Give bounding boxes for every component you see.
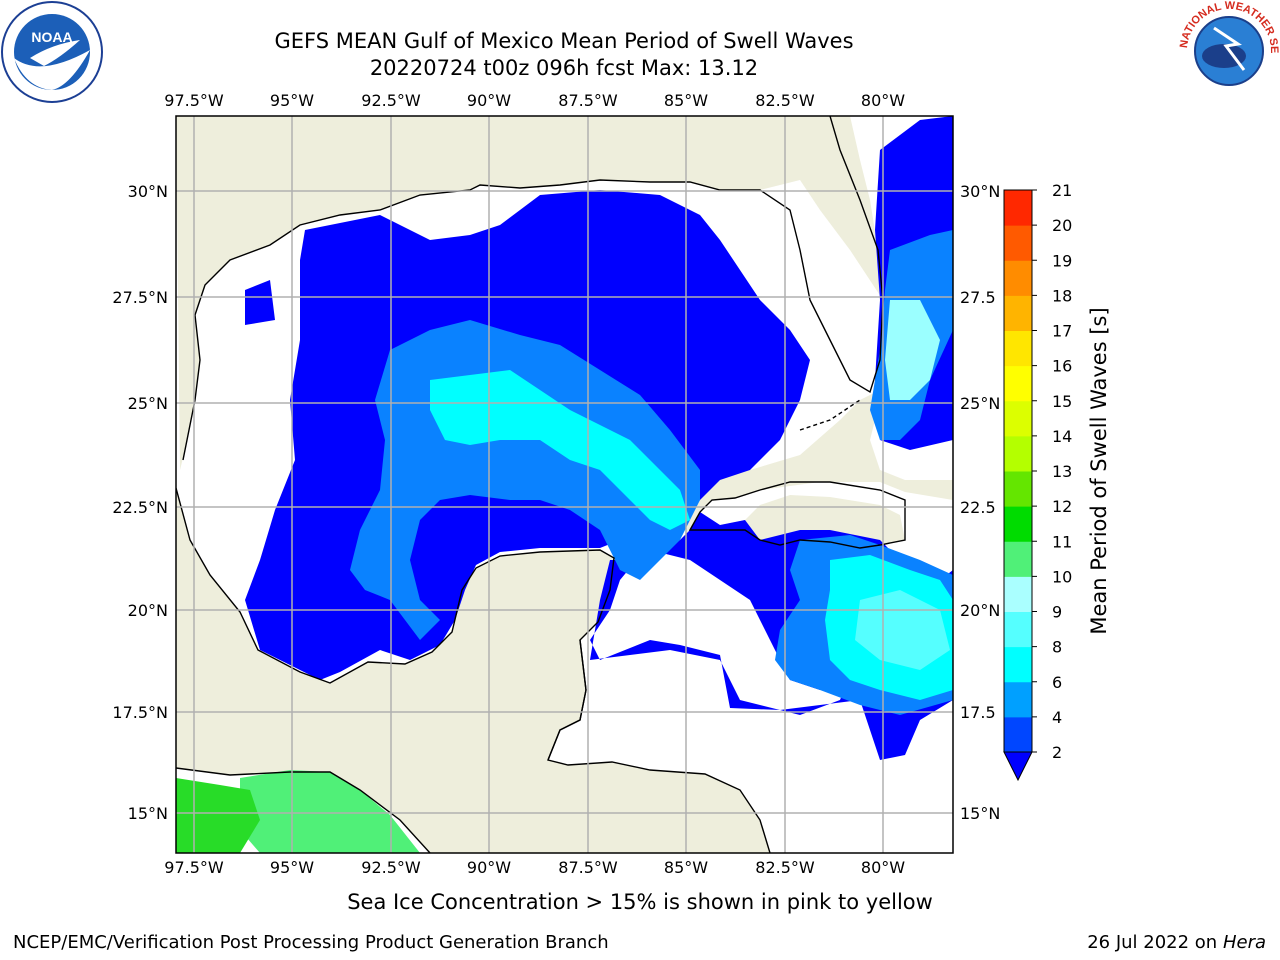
colorbar-tick-label: 9 — [1052, 603, 1062, 622]
lon-label: 87.5°W — [558, 91, 618, 110]
svg-text:NOAA: NOAA — [31, 29, 72, 45]
lon-label: 82.5°W — [755, 91, 815, 110]
colorbar-tick-label: 17 — [1052, 322, 1072, 341]
lon-labels-bottom: 97.5°W 95°W 92.5°W 90°W 87.5°W 85°W 82.5… — [164, 858, 905, 877]
chart-subtitle: 20220724 t00z 096h fcst Max: 13.12 — [369, 56, 759, 80]
graticule — [176, 116, 953, 853]
lat-label: 22.5°N — [112, 498, 168, 517]
coastline-keys — [799, 399, 861, 431]
lat-label: 30°N — [128, 182, 168, 201]
colorbar-tick-label: 6 — [1052, 673, 1062, 692]
lat-label: 15°N — [128, 804, 168, 823]
colorbar-tick-label: 21 — [1052, 181, 1072, 200]
colorbar-segment — [1004, 541, 1032, 577]
lon-label: 90°W — [467, 91, 511, 110]
colorbar-segment — [1004, 611, 1032, 648]
colorbar-tick-label: 20 — [1052, 216, 1072, 235]
host-name: Hera — [1222, 932, 1266, 953]
lon-label: 85°W — [664, 858, 708, 877]
colorbar-tick-label: 10 — [1052, 567, 1072, 586]
lon-label: 97.5°W — [164, 858, 224, 877]
colorbar-segment — [1004, 225, 1032, 261]
lon-label: 82.5°W — [755, 858, 815, 877]
colorbar-segment — [1004, 506, 1032, 542]
colorbar-tick-label: 14 — [1052, 427, 1072, 446]
run-date-text: 26 Jul 2022 on — [1087, 932, 1218, 953]
swell-band-8-9-atl — [885, 300, 940, 400]
coastline-caribbean-west — [547, 639, 587, 761]
colorbar: 2 4 6 8 9 10 11 12 13 14 15 16 17 18 19 20 21 — [1003, 181, 1072, 782]
colorbar-tick-label: 18 — [1052, 286, 1072, 305]
colorbar-segment — [1004, 681, 1032, 718]
lat-labels-left: 30°N 27.5°N 25°N 22.5°N 20°N 17.5°N 15°N — [112, 182, 168, 823]
colorbar-segment — [1004, 260, 1032, 296]
producer-credit: NCEP/EMC/Verification Post Processing Pr… — [13, 932, 609, 953]
colorbar-tick-label: 19 — [1052, 251, 1072, 270]
colorbar-tick-label: 13 — [1052, 462, 1072, 481]
lat-label: 17.5 — [960, 703, 996, 722]
lat-label: 17.5°N — [112, 703, 168, 722]
lat-label: 15°N — [960, 804, 1000, 823]
lon-label: 85°W — [664, 91, 708, 110]
nws-logo: NATIONAL WEATHER SERVICE — [1174, 0, 1280, 106]
lat-label: 20°N — [960, 601, 1000, 620]
colorbar-label: Mean Period of Swell Waves [s] — [1087, 307, 1111, 634]
lon-label: 80°W — [861, 91, 905, 110]
colorbar-tick-label: 11 — [1052, 532, 1072, 551]
coastline-cuba — [688, 481, 906, 549]
lon-label: 92.5°W — [361, 91, 421, 110]
coastline-north — [182, 116, 884, 461]
coastline-gulf — [176, 487, 771, 853]
map-frame — [175, 115, 954, 854]
noaa-logo: NOAA — [0, 0, 104, 108]
coastline-pacific — [176, 767, 431, 853]
swell-band-9-10 — [240, 770, 420, 853]
swell-band-10-12 — [176, 778, 260, 853]
colorbar-tick-label: 2 — [1052, 743, 1062, 762]
swell-band-2-4-west — [245, 280, 275, 325]
lon-label: 90°W — [467, 858, 511, 877]
colorbar-tick-label: 8 — [1052, 638, 1062, 657]
run-date: 26 Jul 2022 on Hera — [1087, 932, 1266, 953]
colorbar-segment — [1004, 190, 1032, 226]
lon-label: 92.5°W — [361, 858, 421, 877]
swell-band-6-8 — [430, 370, 690, 530]
lat-label: 27.5 — [960, 288, 996, 307]
lon-label: 97.5°W — [164, 91, 224, 110]
chart-title: GEFS MEAN Gulf of Mexico Mean Period of … — [274, 29, 854, 53]
colorbar-tick-label: 4 — [1052, 708, 1062, 727]
colorbar-extend-arrow — [1003, 751, 1033, 782]
colorbar-tick-label: 15 — [1052, 392, 1072, 411]
colorbar-segment — [1004, 471, 1032, 507]
sea-ice-note: Sea Ice Concentration > 15% is shown in … — [347, 890, 933, 914]
colorbar-segment — [1004, 576, 1032, 612]
colorbar-segment — [1004, 330, 1032, 367]
lat-label: 22.5 — [960, 498, 996, 517]
lon-label: 87.5°W — [558, 858, 618, 877]
colorbar-segment — [1004, 295, 1032, 331]
colorbar-segment — [1004, 435, 1032, 472]
lat-labels-right: 30°N 27.5 25°N 22.5 20°N 17.5 15°N — [960, 182, 1000, 823]
lat-label: 25°N — [128, 394, 168, 413]
colorbar-tick-label: 12 — [1052, 497, 1072, 516]
colorbar-segment — [1004, 400, 1032, 437]
lat-label: 25°N — [960, 394, 1000, 413]
lon-label: 95°W — [270, 858, 314, 877]
colorbar-segment — [1004, 716, 1032, 753]
lon-labels-top: 97.5°W 95°W 92.5°W 90°W 87.5°W 85°W 82.5… — [164, 91, 905, 110]
lat-label: 30°N — [960, 182, 1000, 201]
colorbar-segment — [1004, 365, 1032, 402]
colorbar-tick-label: 16 — [1052, 357, 1072, 376]
lat-label: 27.5°N — [112, 288, 168, 307]
lat-label: 20°N — [128, 601, 168, 620]
lon-label: 95°W — [270, 91, 314, 110]
colorbar-segment — [1004, 646, 1032, 683]
lon-label: 80°W — [861, 858, 905, 877]
